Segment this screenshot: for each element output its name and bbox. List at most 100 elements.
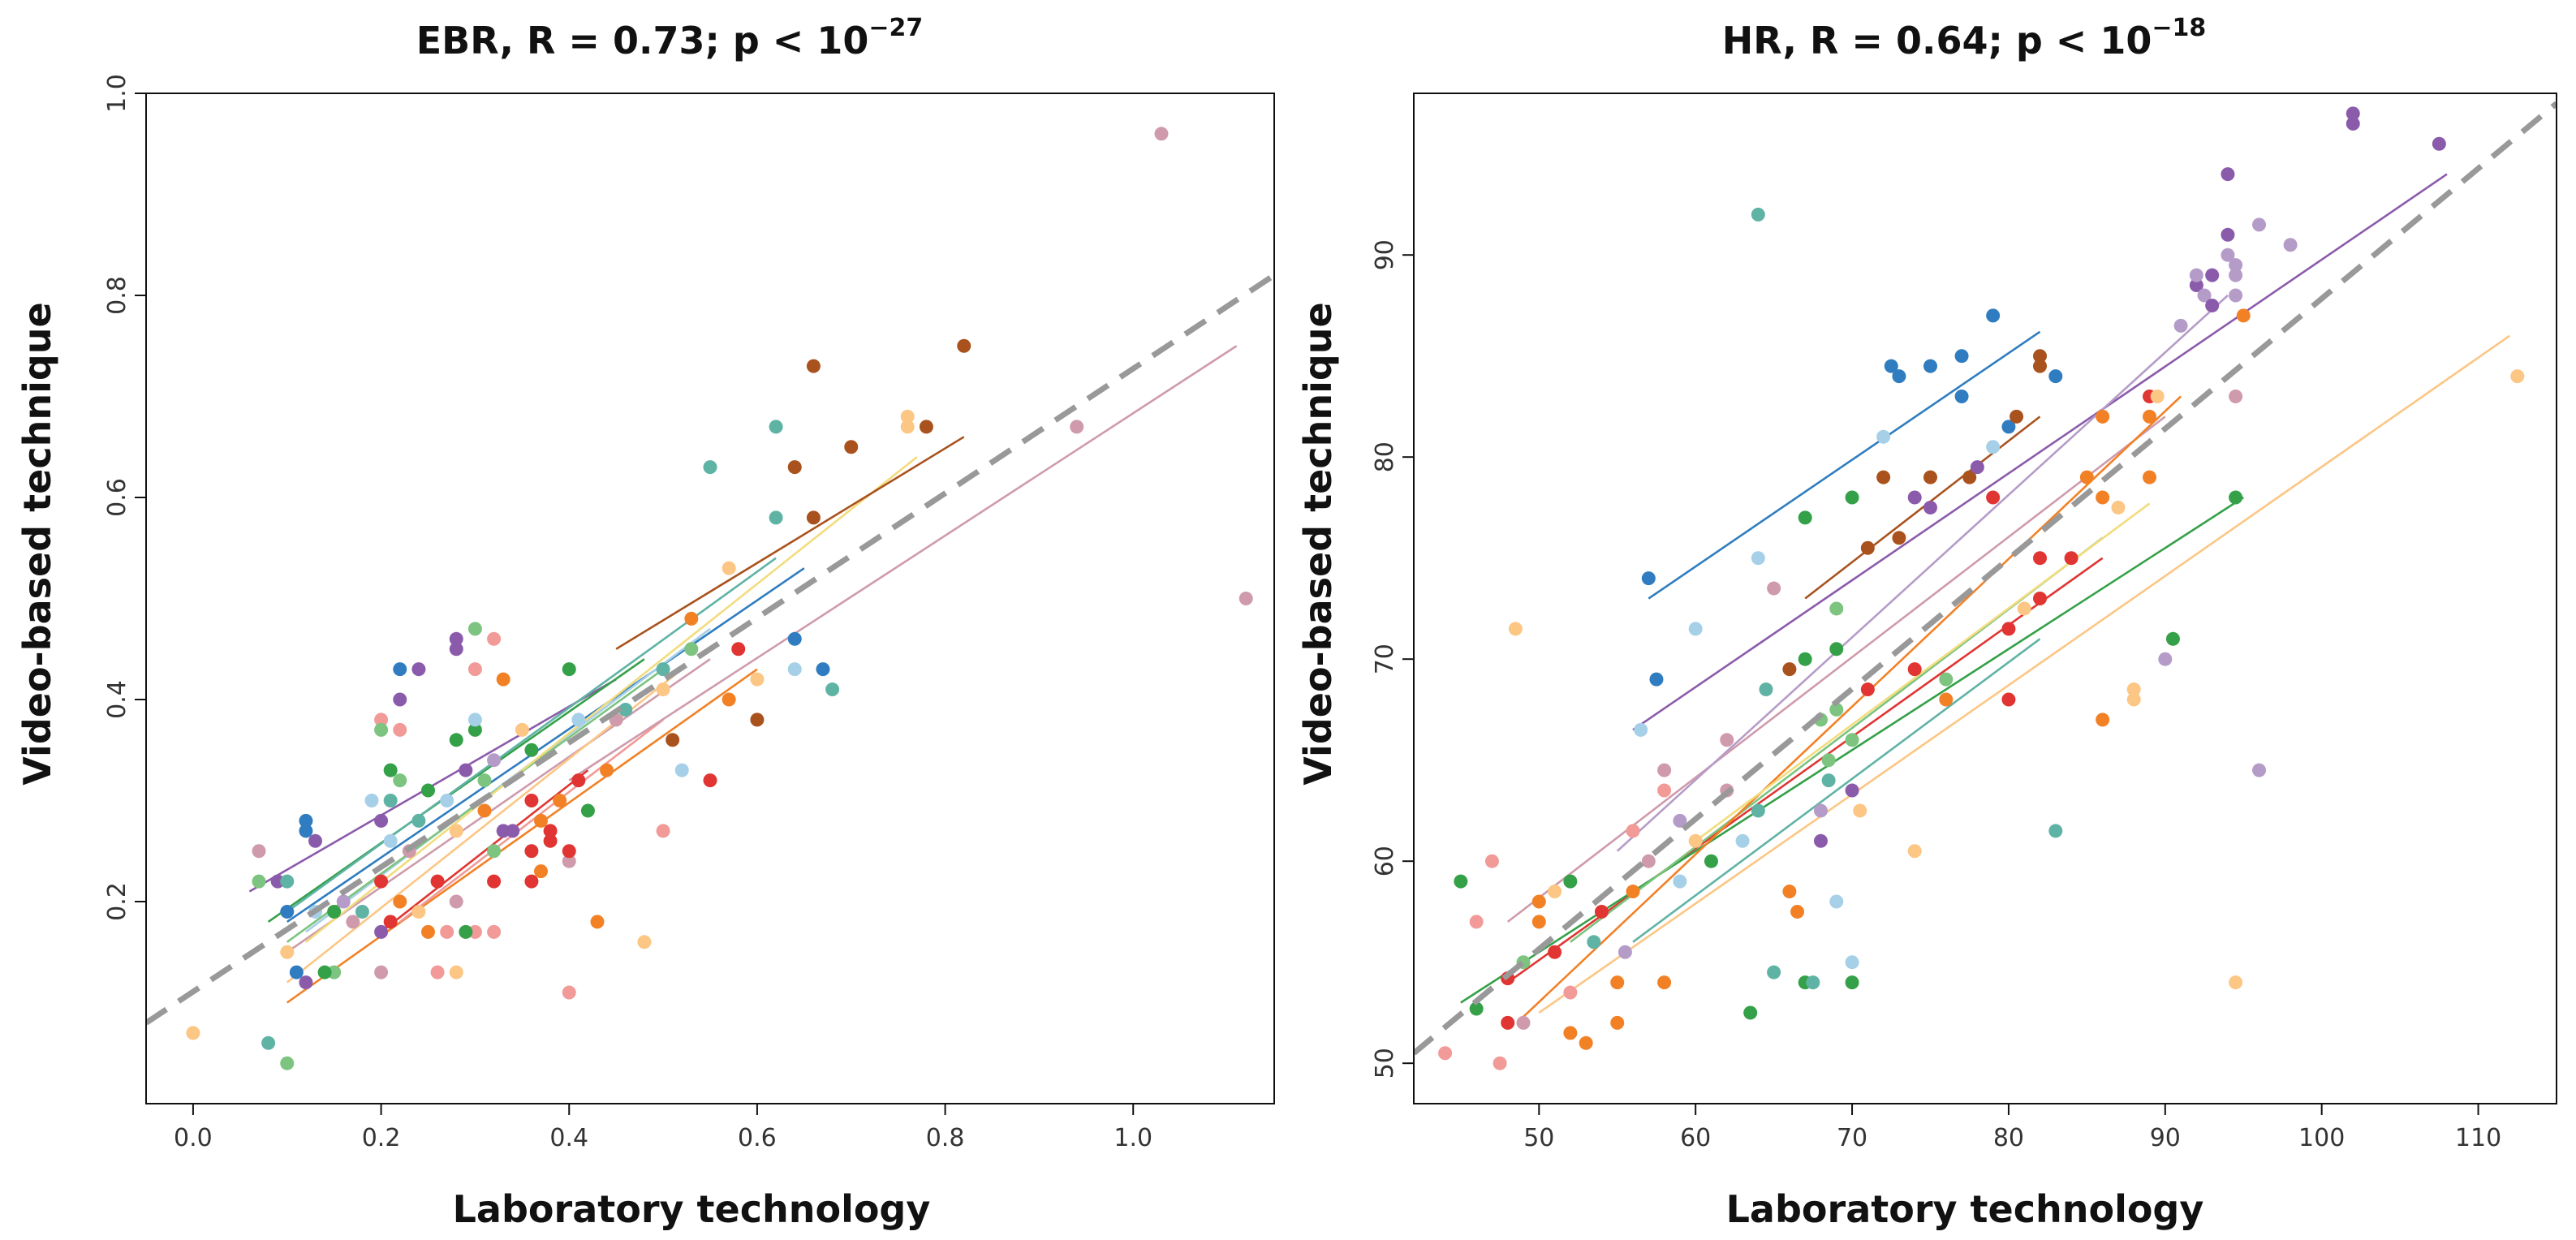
ebr-data-point — [449, 631, 463, 646]
ebr-data-point — [186, 1026, 200, 1040]
ebr-data-point — [562, 662, 576, 677]
hr-data-point — [1876, 470, 1891, 484]
hr-x-tick-label: 90 — [2150, 1124, 2181, 1152]
ebr-data-point — [722, 561, 736, 575]
hr-data-point — [1829, 601, 1844, 616]
hr-data-point — [1548, 885, 1562, 899]
hr-data-point — [1986, 440, 2001, 454]
hr-data-point — [1845, 733, 1859, 747]
hr-subject-fit-line — [1506, 557, 2104, 984]
ebr-data-point — [261, 1035, 276, 1050]
hr-data-point — [2079, 470, 2094, 484]
hr-data-point — [2143, 470, 2157, 484]
ebr-data-point — [374, 722, 389, 737]
ebr-data-point — [374, 713, 389, 727]
ebr-data-point — [684, 642, 699, 657]
ebr-data-point — [524, 844, 539, 859]
ebr-data-point — [722, 692, 736, 707]
ebr-data-point — [393, 692, 407, 707]
ebr-x-tick-label: 0.8 — [926, 1124, 965, 1152]
ebr-data-point — [459, 763, 473, 777]
hr-x-axis-label: Laboratory technology — [1726, 1187, 2204, 1231]
hr-data-point — [1954, 349, 1969, 364]
hr-data-point — [2229, 390, 2243, 403]
ebr-data-point — [806, 510, 821, 525]
hr-data-point — [1845, 975, 1859, 990]
hr-x-tick-label: 60 — [1680, 1124, 1711, 1152]
ebr-data-point — [374, 965, 389, 980]
ebr-data-point — [449, 824, 463, 838]
hr-data-point — [1876, 429, 1891, 444]
hr-data-point — [2229, 975, 2243, 990]
hr-data-point — [1907, 490, 1922, 505]
ebr-x-tick-label: 0.2 — [362, 1124, 401, 1152]
ebr-data-point — [618, 702, 633, 717]
hr-data-point — [1892, 531, 1906, 545]
hr-plot-frame — [1413, 93, 2557, 1104]
hr-data-point — [1531, 894, 1546, 909]
hr-data-point — [1923, 500, 1937, 515]
hr-subject-fit-line — [1538, 334, 2510, 1014]
hr-data-point — [1782, 885, 1797, 899]
hr-marks — [1414, 101, 2557, 1070]
hr-data-point — [1657, 975, 1672, 990]
ebr-data-point — [684, 611, 699, 626]
hr-y-axis-label: Video-based technique — [1296, 302, 1340, 785]
ebr-data-point — [562, 854, 576, 868]
ebr-data-point — [1070, 420, 1084, 434]
ebr-data-point — [299, 824, 313, 838]
hr-data-point — [1907, 844, 1922, 859]
hr-data-point — [1821, 773, 1836, 788]
hr-data-point — [1923, 359, 1937, 373]
hr-data-point — [1641, 571, 1656, 586]
ebr-data-point — [487, 844, 502, 859]
ebr-data-point — [487, 874, 502, 889]
ebr-data-point — [449, 965, 463, 980]
hr-data-point — [1813, 803, 1828, 818]
hr-data-point — [2229, 490, 2243, 505]
hr-data-point — [1954, 390, 1969, 403]
ebr-panel: EBR, R = 0.73; p < 10−27 Laboratory tech… — [15, 14, 1275, 1231]
hr-data-point — [2229, 258, 2243, 273]
ebr-x-tick-label: 0.4 — [549, 1124, 588, 1152]
hr-subject-fit-line — [1632, 173, 2448, 731]
hr-data-point — [2346, 106, 2360, 121]
hr-data-point — [2143, 409, 2157, 424]
ebr-y-tick-label: 1.0 — [103, 74, 131, 113]
ebr-data-point — [336, 894, 351, 909]
hr-data-point — [1673, 813, 1687, 828]
ebr-data-point — [299, 975, 313, 990]
hr-data-point — [1751, 551, 1765, 566]
ebr-data-point — [919, 420, 933, 434]
ebr-data-point — [459, 924, 473, 939]
hr-data-point — [1892, 369, 1906, 384]
hr-data-point — [2432, 136, 2446, 151]
hr-data-point — [2001, 420, 2016, 434]
hr-data-point — [2096, 713, 2110, 727]
hr-data-point — [2033, 592, 2048, 605]
ebr-data-point — [750, 672, 765, 687]
ebr-subject-fit-line — [568, 345, 1238, 781]
hr-data-point — [1649, 672, 1664, 687]
ebr-data-point — [477, 803, 492, 818]
ebr-data-point — [562, 985, 576, 1000]
hr-data-point — [1806, 975, 1820, 990]
ebr-data-point — [393, 773, 407, 788]
ebr-data-point — [600, 763, 614, 777]
ebr-data-point — [430, 874, 445, 889]
ebr-data-point — [411, 662, 426, 677]
hr-data-point — [2048, 824, 2063, 838]
hr-x-tick-label: 50 — [1523, 1124, 1554, 1152]
hr-x-tick-label: 100 — [2298, 1124, 2345, 1152]
ebr-data-point — [449, 894, 463, 909]
hr-data-point — [1531, 915, 1546, 929]
hr-data-point — [1634, 722, 1648, 737]
hr-data-point — [2197, 288, 2212, 303]
ebr-data-point — [289, 965, 304, 980]
ebr-y-tick-label: 0.6 — [103, 478, 131, 517]
hr-y-tick-label: 50 — [1371, 1048, 1399, 1079]
hr-data-point — [1986, 490, 2001, 505]
hr-data-point — [2033, 359, 2048, 373]
ebr-data-point — [524, 874, 539, 889]
ebr-data-point — [393, 662, 407, 677]
